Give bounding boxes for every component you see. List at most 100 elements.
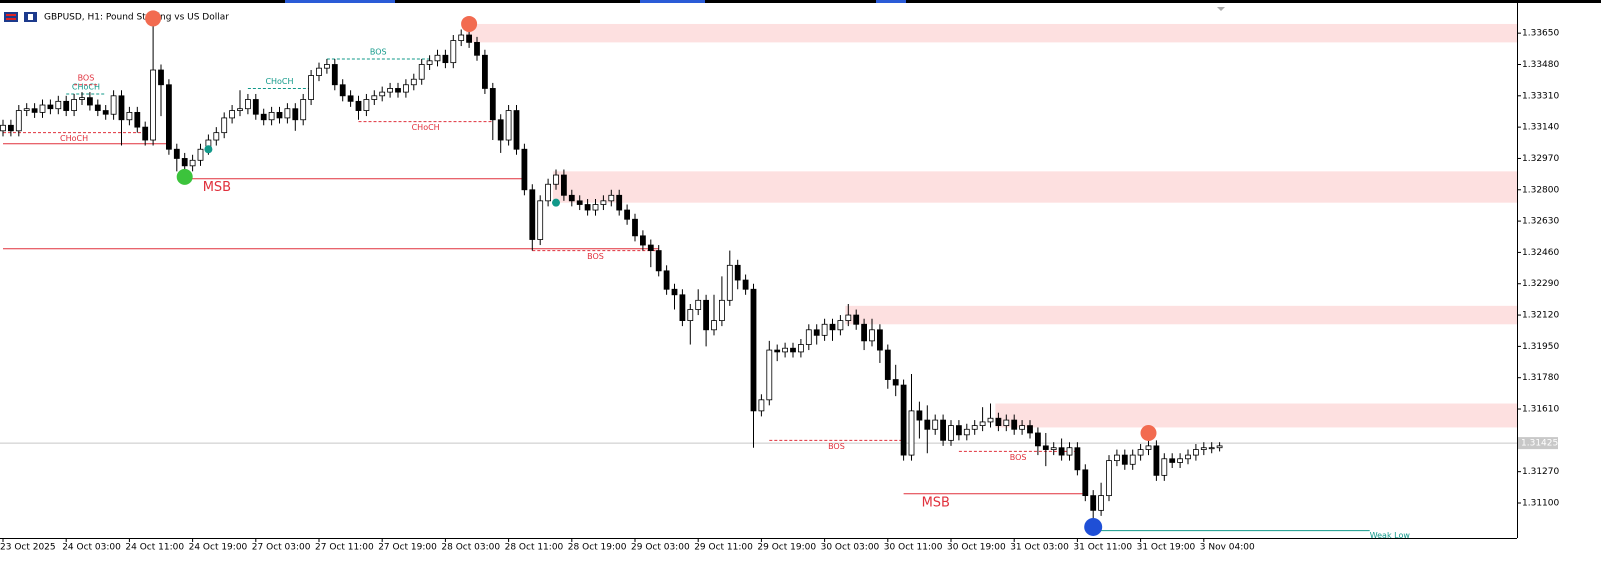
candle-body xyxy=(813,329,820,336)
y-tick-label: 1.33140 xyxy=(1522,123,1559,133)
candle-body xyxy=(316,67,322,76)
y-tick-label: 1.33310 xyxy=(1522,91,1559,101)
candle-body xyxy=(790,347,796,353)
candle-body xyxy=(355,100,362,111)
candle-body xyxy=(260,113,267,121)
candle-body xyxy=(458,34,465,41)
x-tick-label: 24 Oct 19:00 xyxy=(189,543,248,553)
candle-body xyxy=(237,108,243,111)
candle-body xyxy=(995,417,1002,427)
candle-body xyxy=(489,88,496,121)
structure-label: CHoCH xyxy=(72,82,100,91)
candle-body xyxy=(1216,445,1223,449)
candle-body xyxy=(308,75,315,100)
candle-body xyxy=(679,294,686,321)
candle-body xyxy=(1050,447,1057,450)
candle-body xyxy=(711,320,717,331)
candle-body xyxy=(363,99,370,111)
x-tick-label: 31 Oct 03:00 xyxy=(1010,543,1069,553)
candle-body xyxy=(782,347,788,353)
candle-body xyxy=(545,183,551,202)
candle-body xyxy=(884,349,891,380)
candle-body xyxy=(750,288,757,412)
candle-body xyxy=(1027,425,1033,434)
candle-body xyxy=(624,209,630,220)
candle-body xyxy=(371,95,378,100)
candle-body xyxy=(1161,458,1168,476)
y-tick-label: 1.31780 xyxy=(1522,373,1559,383)
candle-body xyxy=(695,299,702,310)
candle-body xyxy=(553,174,559,185)
y-tick-label: 1.32460 xyxy=(1522,248,1559,258)
candle-body xyxy=(568,194,575,202)
structure-label: BOS xyxy=(587,252,604,261)
candle-body xyxy=(798,344,804,353)
candle-body xyxy=(7,124,14,132)
structure-label: CHoCH xyxy=(265,77,293,86)
candle-body xyxy=(766,349,773,401)
top-strip xyxy=(0,0,1601,3)
current-price-box xyxy=(1518,437,1558,450)
candle-body xyxy=(450,40,457,64)
candle-body xyxy=(1066,447,1073,456)
candle-body xyxy=(387,88,394,93)
x-tick-label: 28 Oct 19:00 xyxy=(568,543,627,553)
candle-body xyxy=(94,104,101,111)
y-tick-label: 1.31950 xyxy=(1522,342,1559,352)
price-axis-bg xyxy=(1517,3,1601,572)
supply-zone xyxy=(553,171,1517,203)
candle-body xyxy=(505,110,512,141)
candle-body xyxy=(1153,445,1160,476)
candle-body xyxy=(276,111,283,119)
candle-body xyxy=(971,425,978,430)
candle-body xyxy=(1074,447,1081,471)
candle-body xyxy=(726,264,733,301)
x-tick-label: 24 Oct 03:00 xyxy=(62,543,121,553)
candle-body xyxy=(576,200,583,205)
candle-body xyxy=(331,64,338,86)
structure-label: Weak Low xyxy=(1370,531,1411,540)
candle-body xyxy=(1082,469,1089,497)
candle-body xyxy=(663,270,670,290)
candle-body xyxy=(584,204,591,211)
candle-body xyxy=(481,54,488,89)
x-tick-label: 27 Oct 19:00 xyxy=(378,543,437,553)
candle-body xyxy=(466,34,473,43)
candle-body xyxy=(221,117,228,134)
candle-body xyxy=(197,148,204,161)
candle-body xyxy=(63,100,70,111)
tab xyxy=(285,0,395,3)
supply-zone xyxy=(845,305,1517,325)
signal-dot xyxy=(1140,424,1157,441)
candle-body xyxy=(837,320,844,331)
candle-body xyxy=(31,108,38,113)
candle-body xyxy=(979,421,986,427)
structure-label: BOS xyxy=(1010,453,1027,462)
candle-body xyxy=(379,91,386,97)
candle-body xyxy=(339,84,346,97)
supply-zone xyxy=(995,403,1517,428)
candle-body xyxy=(474,41,480,56)
y-tick-label: 1.32800 xyxy=(1522,185,1559,195)
y-tick-label: 1.31610 xyxy=(1522,405,1559,415)
candle-body xyxy=(1185,454,1191,460)
supply-zone xyxy=(466,23,1518,43)
candle-body xyxy=(805,329,812,345)
candle-body xyxy=(244,99,251,110)
x-tick-label: 31 Oct 11:00 xyxy=(1073,543,1132,553)
candle-body xyxy=(1019,425,1025,430)
candle-body xyxy=(323,64,330,69)
candle-body xyxy=(402,84,409,93)
candle-body xyxy=(734,264,741,281)
x-tick-label: 27 Oct 03:00 xyxy=(252,543,311,553)
candle-body xyxy=(213,132,220,141)
candle-body xyxy=(1193,449,1199,456)
symbol-icon xyxy=(4,12,37,22)
x-tick-label: 28 Oct 11:00 xyxy=(505,543,564,553)
candle-body xyxy=(869,329,875,342)
y-tick-label: 1.32120 xyxy=(1522,311,1559,321)
candle-body xyxy=(1090,495,1097,511)
y-tick-label: 1.32290 xyxy=(1522,279,1559,289)
candle-body xyxy=(134,111,141,128)
candle-body xyxy=(719,299,725,321)
